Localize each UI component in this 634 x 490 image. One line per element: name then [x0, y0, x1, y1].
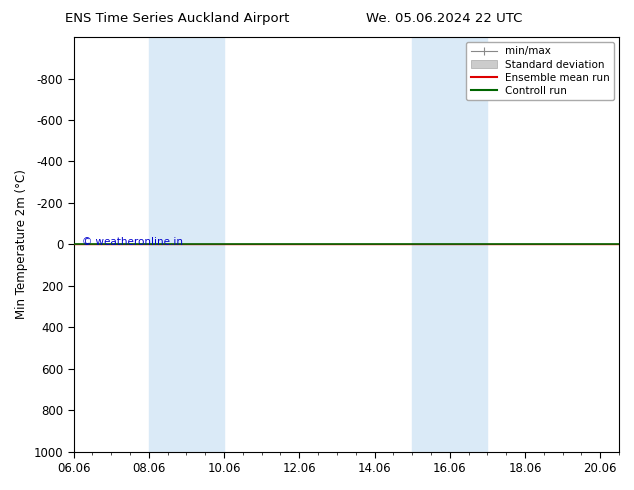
Bar — [149, 37, 224, 452]
Text: We. 05.06.2024 22 UTC: We. 05.06.2024 22 UTC — [366, 12, 522, 25]
Text: © weatheronline.in: © weatheronline.in — [82, 237, 183, 247]
Text: ENS Time Series Auckland Airport: ENS Time Series Auckland Airport — [65, 12, 290, 25]
Bar — [412, 37, 488, 452]
Legend: min/max, Standard deviation, Ensemble mean run, Controll run: min/max, Standard deviation, Ensemble me… — [467, 42, 614, 100]
Y-axis label: Min Temperature 2m (°C): Min Temperature 2m (°C) — [15, 170, 28, 319]
